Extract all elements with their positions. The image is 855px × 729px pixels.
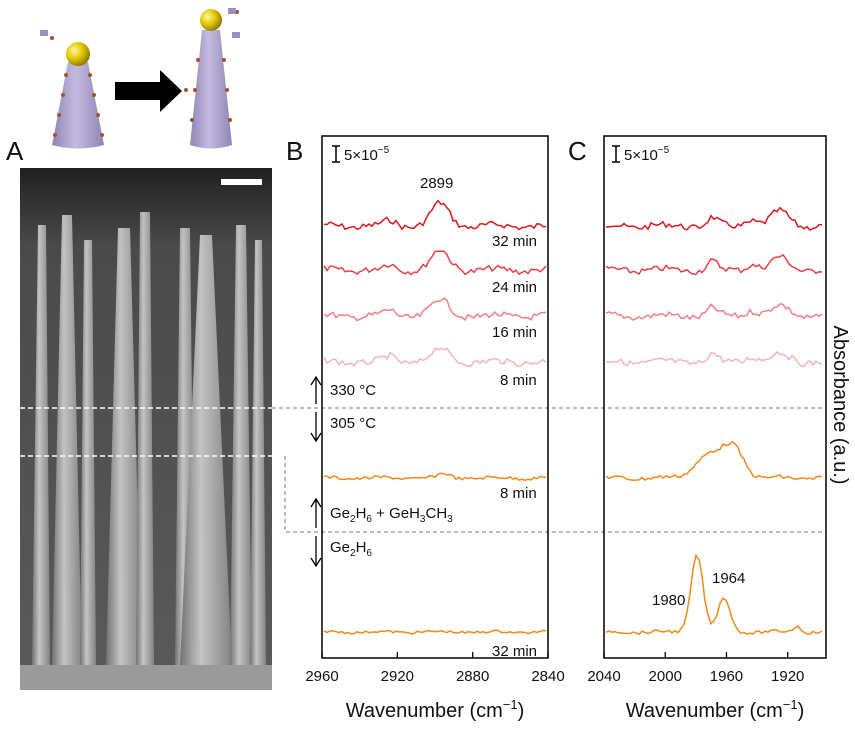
trace-label: 8 min	[500, 485, 537, 502]
spectrum-trace	[323, 250, 547, 276]
formula-text: Ge	[330, 505, 350, 522]
x-label-sup: −1	[503, 697, 518, 712]
peak-label: 1980	[652, 592, 685, 609]
x-tick-label: 2040	[587, 668, 620, 685]
x-tick-label: 2000	[649, 668, 682, 685]
subscript: 2	[350, 548, 356, 559]
panel-c-frame	[603, 135, 827, 659]
trace-label: 32 min	[492, 233, 537, 250]
scale-bar-label: 5×10−5	[344, 145, 390, 164]
x-tick-label: 1960	[710, 668, 743, 685]
scale-text: 5×10	[344, 147, 378, 164]
condition-label: 330 °C	[330, 382, 376, 399]
panel-b-frame	[321, 135, 549, 659]
schematic	[40, 8, 240, 149]
subscript: 6	[366, 548, 372, 559]
x-tick-label: 2840	[531, 668, 564, 685]
formula-text: H	[356, 539, 367, 556]
spectrum-trace	[605, 206, 822, 232]
scale-sup: −5	[378, 145, 390, 156]
spectrum-trace	[605, 440, 823, 482]
condition-label: Ge2H6	[330, 539, 372, 559]
subscript: 2	[350, 514, 356, 525]
trace-label: 8 min	[500, 372, 537, 389]
stage-guides	[272, 407, 826, 533]
spectrum-trace	[323, 199, 547, 231]
x-label-close: )	[518, 700, 525, 722]
subscript: 6	[366, 514, 372, 525]
trace-label: 16 min	[492, 324, 537, 341]
x-tick-label: 2960	[305, 668, 338, 685]
subscript: 3	[447, 514, 453, 525]
x-label-close: )	[798, 700, 805, 722]
peak-label: 2899	[420, 175, 453, 192]
peak-label: 1964	[712, 570, 745, 587]
spectra	[323, 199, 823, 636]
spectrum-trace	[605, 553, 823, 636]
x-tick-label: 1920	[771, 668, 804, 685]
stage-arrows	[310, 375, 322, 568]
panel-label: B	[286, 136, 303, 166]
panel-label: A	[6, 136, 24, 166]
trace-label: 32 min	[492, 643, 537, 660]
scale-bar	[612, 145, 620, 163]
spectrum-trace	[605, 253, 823, 276]
subscript: 3	[420, 514, 426, 525]
formula-text: CH	[425, 505, 447, 522]
sem-image	[20, 168, 285, 690]
spectrum-trace	[323, 297, 547, 322]
spectrum-trace	[605, 302, 823, 321]
formula-text: H	[356, 505, 367, 522]
x-tick-label: 2880	[456, 668, 489, 685]
condition-label: Ge2H6 + GeH3CH3	[330, 505, 453, 525]
x-axis-label: Wavenumber (cm−1)	[346, 697, 525, 722]
spectrum-trace	[323, 629, 547, 635]
spectrum-trace	[323, 472, 547, 482]
scale-bar	[332, 145, 340, 163]
x-label-sup: −1	[783, 697, 798, 712]
trace-label: 24 min	[492, 279, 537, 296]
scale-sup: −5	[658, 145, 670, 156]
spectrum-trace	[323, 346, 547, 368]
formula-text: + GeH	[372, 505, 420, 522]
x-tick-label: 2920	[381, 668, 414, 685]
y-axis-label: Absorbance (a.u.)	[829, 326, 851, 485]
panel-label: C	[568, 136, 587, 166]
scale-text: 5×10	[624, 147, 658, 164]
scale-bar-label: 5×10−5	[624, 145, 670, 164]
condition-label: 305 °C	[330, 415, 376, 432]
formula-text: Ge	[330, 539, 350, 556]
x-label-text: Wavenumber (cm	[626, 700, 783, 722]
spectrum-trace	[605, 350, 823, 368]
x-axis-label: Wavenumber (cm−1)	[626, 697, 805, 722]
x-label-text: Wavenumber (cm	[346, 700, 503, 722]
